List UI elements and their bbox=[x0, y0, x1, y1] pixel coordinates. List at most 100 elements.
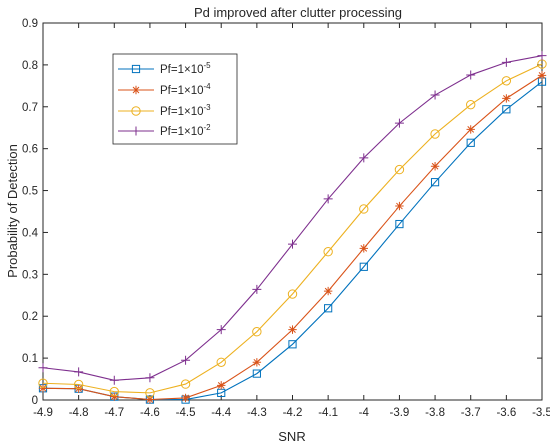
data-point bbox=[502, 94, 511, 103]
data-point bbox=[430, 129, 440, 139]
data-point bbox=[502, 105, 511, 114]
x-tick-label: -3.7 bbox=[461, 407, 481, 419]
data-point bbox=[466, 138, 475, 147]
legend: Pf=1×10-5Pf=1×10-4Pf=1×10-3Pf=1×10-2 bbox=[112, 53, 238, 145]
x-tick-label: -4.7 bbox=[104, 407, 124, 419]
legend-marker bbox=[131, 106, 141, 116]
y-tick-label: 0.5 bbox=[22, 186, 38, 198]
y-tick-label: 0.2 bbox=[22, 311, 38, 323]
data-point bbox=[359, 204, 369, 214]
data-point bbox=[537, 51, 547, 61]
data-point bbox=[324, 304, 333, 313]
x-tick-label: -4.3 bbox=[247, 407, 267, 419]
data-point bbox=[288, 239, 297, 249]
data-point bbox=[145, 395, 155, 404]
y-tick-label: 0.3 bbox=[22, 269, 38, 281]
data-point bbox=[466, 70, 476, 80]
data-point bbox=[430, 178, 440, 187]
legend-label: Pf=1×10-3 bbox=[160, 103, 211, 118]
data-point bbox=[287, 289, 298, 299]
legend-marker bbox=[131, 85, 141, 95]
legend-label: Pf=1×10-2 bbox=[160, 123, 211, 138]
legend-entry: Pf=1×10-5 bbox=[118, 61, 211, 76]
legend-label-base: Pf=1×10 bbox=[160, 64, 203, 76]
legend-label-exponent: -5 bbox=[203, 61, 211, 70]
data-point bbox=[109, 386, 119, 397]
data-point bbox=[430, 162, 440, 171]
data-point bbox=[145, 373, 155, 383]
series-2 bbox=[38, 71, 547, 404]
y-tick-label: 0.4 bbox=[22, 227, 39, 239]
x-tick-label: -4 bbox=[359, 407, 370, 419]
series-3 bbox=[38, 59, 547, 398]
data-point bbox=[323, 247, 333, 257]
data-point bbox=[288, 325, 297, 334]
series-4 bbox=[38, 51, 547, 385]
data-point bbox=[38, 363, 48, 373]
data-point bbox=[73, 379, 84, 390]
y-tick-label: 0 bbox=[32, 395, 38, 407]
x-tick-label: -4.2 bbox=[283, 407, 303, 419]
data-point bbox=[38, 378, 48, 388]
data-point bbox=[395, 201, 404, 211]
legend-label-base: Pf=1×10 bbox=[160, 106, 203, 118]
y-axis-label: Probability of Detection bbox=[5, 144, 20, 278]
data-point bbox=[359, 262, 368, 271]
legend-label-base: Pf=1×10 bbox=[160, 126, 203, 138]
chart-title: Pd improved after clutter processing bbox=[194, 5, 402, 20]
legend-label-exponent: -4 bbox=[203, 82, 211, 91]
legend-marker bbox=[131, 64, 141, 74]
y-tick-label: 0.7 bbox=[22, 102, 38, 114]
x-axis-label: SNR bbox=[278, 429, 305, 444]
data-point bbox=[252, 327, 262, 337]
y-tick-label: 0.9 bbox=[22, 18, 38, 30]
legend-label: Pf=1×10-5 bbox=[160, 61, 211, 76]
series-line bbox=[42, 63, 543, 394]
legend-entry: Pf=1×10-4 bbox=[118, 82, 211, 97]
data-point bbox=[501, 76, 512, 86]
x-tick-label: -4.6 bbox=[140, 407, 160, 419]
data-point bbox=[216, 357, 226, 367]
data-point bbox=[501, 57, 511, 67]
data-point bbox=[181, 393, 190, 403]
data-point bbox=[288, 340, 297, 349]
data-point bbox=[395, 219, 404, 229]
x-tick-label: -3.8 bbox=[425, 407, 445, 419]
data-point bbox=[217, 381, 226, 390]
data-point bbox=[181, 355, 191, 365]
data-point bbox=[252, 284, 262, 294]
data-point bbox=[394, 164, 405, 175]
data-point bbox=[110, 392, 119, 401]
x-tick-label: -3.9 bbox=[390, 407, 410, 419]
x-tick-label: -4.1 bbox=[318, 407, 338, 419]
legend-entry: Pf=1×10-3 bbox=[118, 103, 211, 118]
data-point bbox=[38, 384, 48, 393]
y-axis: 0 0.1 0.2 0.3 0.4 0.5 0.6 0.7 0.8 0.9 bbox=[22, 18, 542, 407]
data-point bbox=[323, 194, 333, 204]
x-tick-label: -4.4 bbox=[211, 407, 231, 419]
x-tick-label: -4.5 bbox=[176, 407, 196, 419]
series-layer bbox=[38, 51, 547, 404]
data-point bbox=[359, 153, 369, 163]
data-point bbox=[430, 90, 440, 100]
data-point bbox=[537, 71, 547, 80]
data-point bbox=[109, 375, 119, 385]
data-point bbox=[180, 379, 191, 389]
data-point bbox=[145, 388, 155, 398]
data-point bbox=[216, 325, 226, 335]
y-tick-label: 0.6 bbox=[22, 144, 38, 156]
data-point bbox=[359, 244, 368, 253]
legend-label-exponent: -3 bbox=[203, 103, 211, 112]
x-tick-label: -3.6 bbox=[496, 407, 516, 419]
legend-label: Pf=1×10-4 bbox=[160, 82, 211, 97]
data-point bbox=[323, 286, 333, 296]
data-point bbox=[466, 125, 475, 134]
legend-marker bbox=[131, 126, 141, 136]
legend-label-base: Pf=1×10 bbox=[160, 85, 203, 97]
data-point bbox=[252, 369, 261, 378]
x-tick-label: -3.5 bbox=[532, 407, 550, 419]
y-tick-label: 0.8 bbox=[22, 60, 38, 72]
x-axis: -4.9 -4.8 -4.7 -4.6 -4.5 -4.4 -4.3 -4.2 -4.1 -4 -3… bbox=[33, 23, 550, 419]
data-point bbox=[466, 99, 476, 110]
